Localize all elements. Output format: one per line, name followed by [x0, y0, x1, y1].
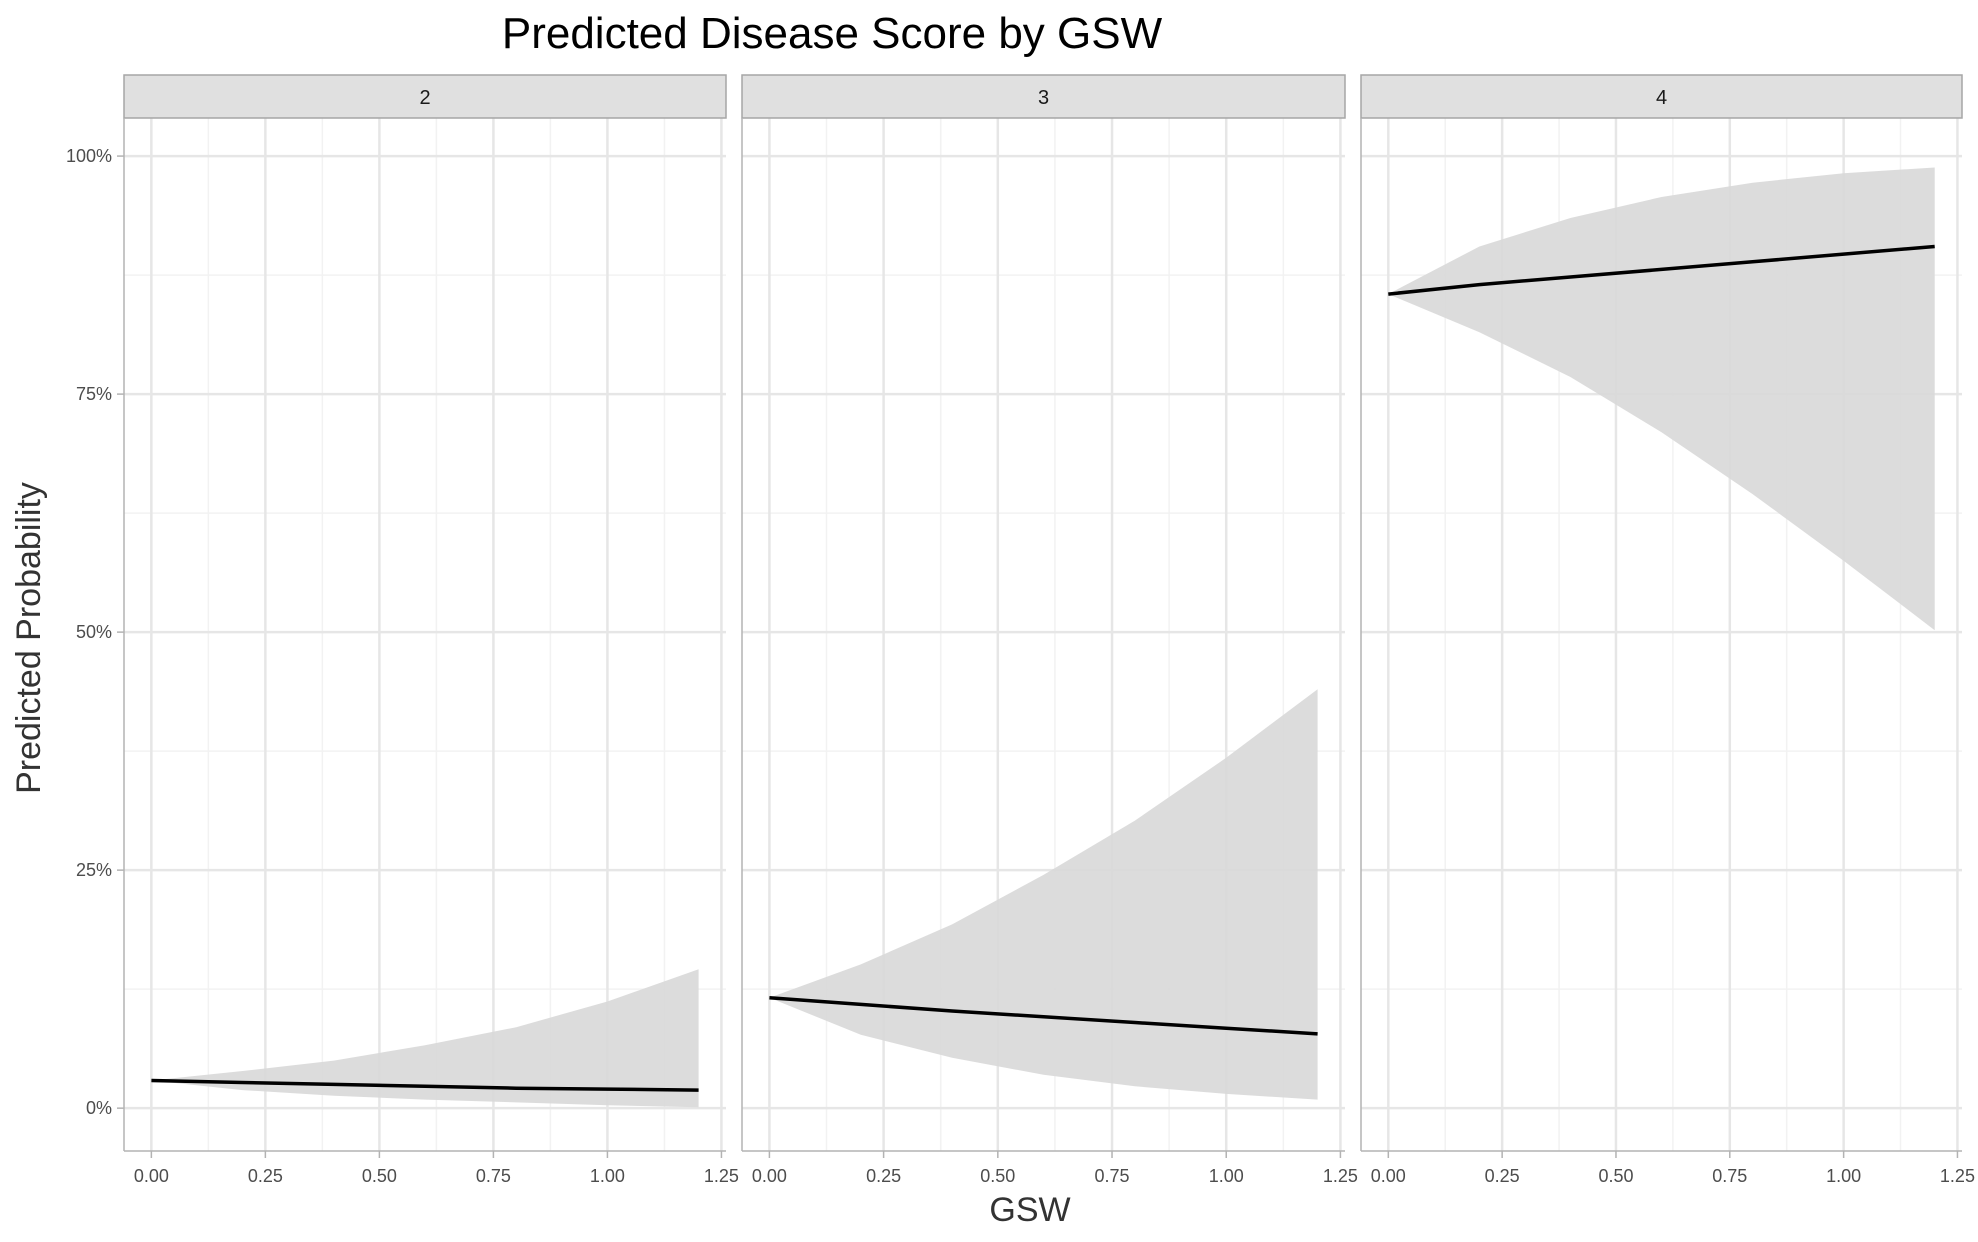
x-tick-label: 1.00 [1826, 1166, 1861, 1186]
y-tick-label: 50% [76, 622, 112, 642]
facet-strip-label: 2 [419, 87, 430, 109]
x-tick-label: 1.00 [1209, 1166, 1244, 1186]
x-tick-label: 0.50 [980, 1166, 1015, 1186]
x-tick-label: 1.25 [1940, 1166, 1975, 1186]
x-tick-label: 1.25 [1323, 1166, 1358, 1186]
panel-4: 4 0.00 0.25 0.50 0.75 1.00 1.25 [1360, 74, 1975, 1186]
y-tick-label: 100% [66, 146, 112, 166]
facet-strip [1360, 74, 1963, 119]
panel-3: 3 0.00 0.25 0.50 0.75 1.00 1.25 [741, 74, 1358, 1186]
x-tick-label: 0.75 [1712, 1166, 1747, 1186]
y-axis-title: Predicted Probability [10, 482, 48, 794]
y-tick-label: 0% [86, 1098, 112, 1118]
x-axis-title: GSW [989, 1191, 1070, 1229]
x-tick-label: 0.00 [134, 1166, 169, 1186]
y-tick-label: 75% [76, 384, 112, 404]
chart-title: Predicted Disease Score by GSW [502, 9, 1163, 58]
confidence-ribbon [1388, 167, 1935, 631]
facet-strip-label: 3 [1038, 87, 1049, 109]
fit-line [769, 995, 1318, 1036]
facet-strip-label: 4 [1656, 87, 1667, 109]
x-tick-label: 0.00 [752, 1166, 787, 1186]
fit-line [1388, 244, 1935, 296]
x-tick-label: 0.00 [1371, 1166, 1406, 1186]
x-tick-label: 1.00 [590, 1166, 625, 1186]
facet-strip [741, 74, 1346, 119]
x-tick-label: 0.50 [1598, 1166, 1633, 1186]
y-tick-label: 25% [76, 860, 112, 880]
fit-line [151, 1078, 699, 1092]
x-tick-label: 0.75 [1094, 1166, 1129, 1186]
x-tick-label: 0.25 [866, 1166, 901, 1186]
confidence-ribbon [769, 689, 1318, 1100]
x-tick-label: 0.25 [1485, 1166, 1520, 1186]
y-axis-ticks: 0% 25% 50% 75% 100% [66, 146, 124, 1118]
x-tick-label: 0.50 [362, 1166, 397, 1186]
panel-2: 2 0.00 0.25 0.50 0.75 1.00 1.25 [123, 74, 739, 1186]
confidence-ribbon [151, 969, 699, 1108]
x-tick-label: 0.25 [248, 1166, 283, 1186]
panels-layer: 2 0.00 0.25 0.50 0.75 1.00 1.25 3 0.00 0.25 0.50 0.… [123, 74, 1975, 1186]
x-tick-label: 1.25 [704, 1166, 739, 1186]
facet-strip [123, 74, 727, 119]
x-tick-label: 0.75 [476, 1166, 511, 1186]
